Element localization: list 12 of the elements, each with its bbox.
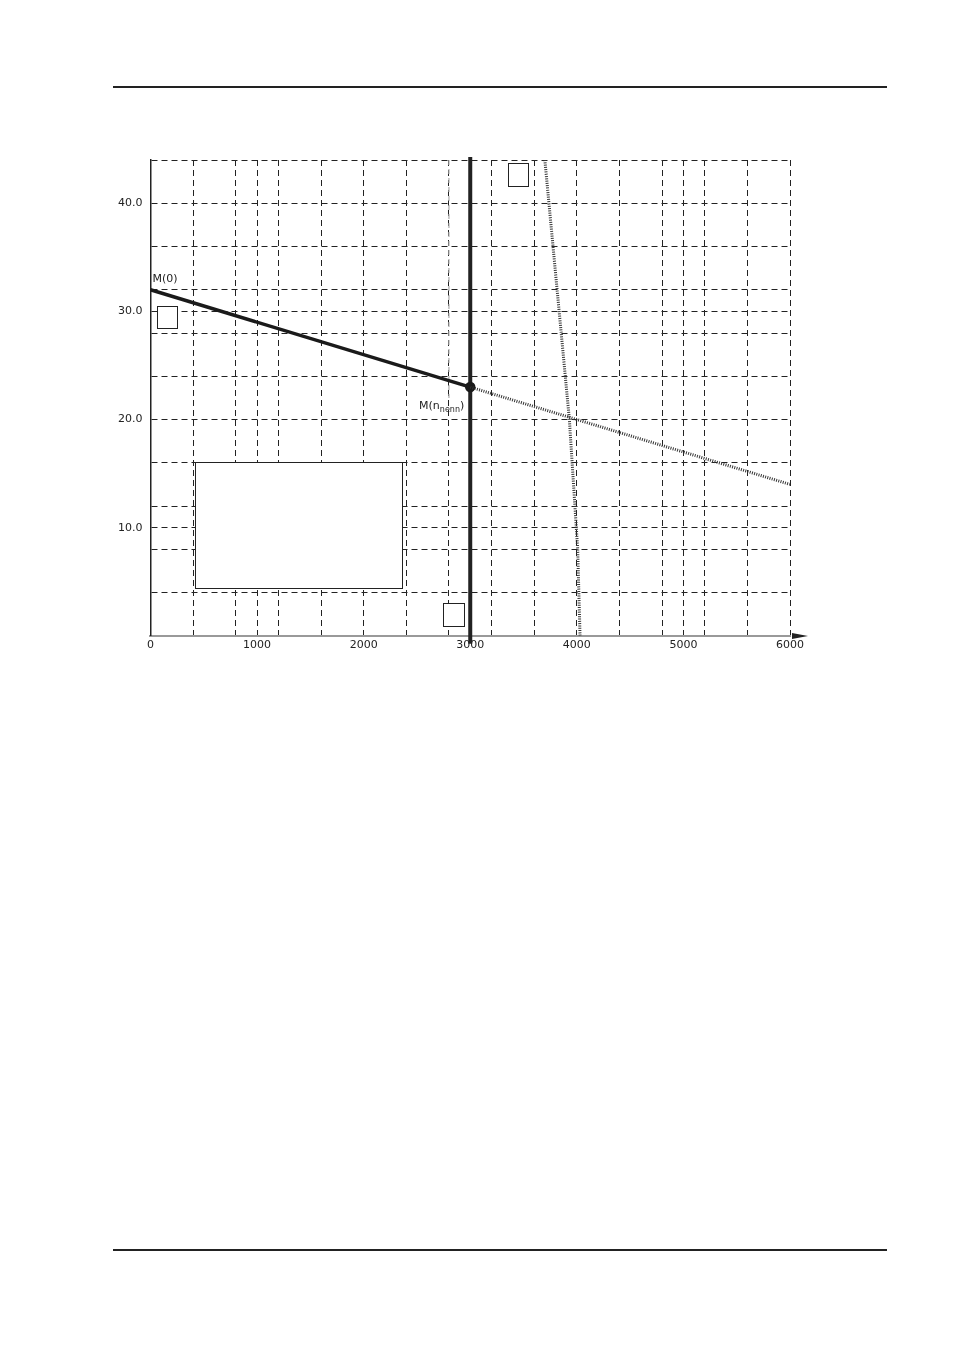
x-tick-label: 2000 (349, 638, 378, 652)
y-tick-label: 20.0 (117, 412, 143, 426)
y-tick-label: 10.0 (117, 520, 143, 534)
x-tick-label: 6000 (776, 638, 804, 652)
x-tick-label: 0 (146, 638, 154, 652)
x-tick-label: 1000 (243, 638, 272, 652)
y-tick-label: 30.0 (117, 304, 143, 318)
x-tick-label: 5000 (669, 638, 698, 652)
x-tick-label: 3000 (456, 638, 485, 652)
y-tick-label: 40.0 (117, 196, 143, 210)
annotation: M(0) (152, 271, 178, 285)
x-tick-label: 4000 (562, 638, 591, 652)
